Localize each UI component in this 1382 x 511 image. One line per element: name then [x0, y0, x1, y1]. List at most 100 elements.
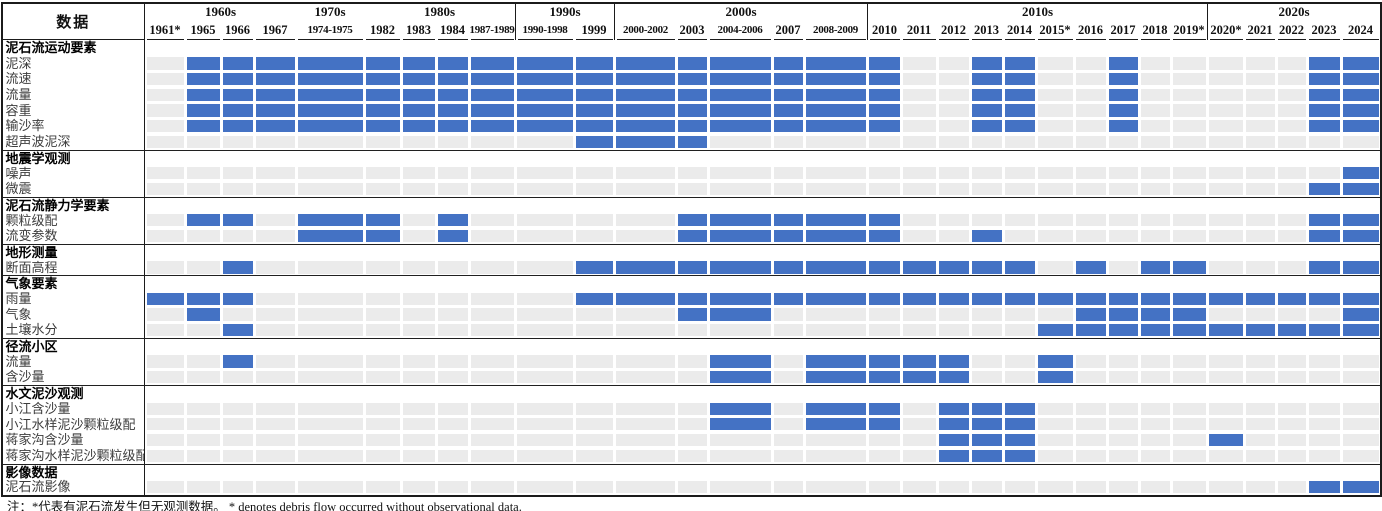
matrix-cell [1276, 166, 1307, 182]
row-cells [145, 228, 1380, 244]
cell-filled [677, 57, 707, 70]
year-label: 2010 [869, 20, 900, 40]
cell-empty [146, 480, 184, 494]
cell-empty [1308, 433, 1340, 447]
cell-empty [186, 449, 220, 462]
matrix-cell [901, 307, 937, 323]
matrix-cell [1341, 401, 1380, 417]
cell-empty [402, 480, 435, 494]
matrix-cell [970, 103, 1003, 119]
matrix-cell [1276, 479, 1307, 495]
cell-empty [1075, 214, 1106, 227]
cell-filled [186, 88, 220, 101]
cell-filled [1004, 88, 1035, 101]
matrix-cell [574, 87, 614, 103]
cell-empty [902, 402, 936, 415]
cell-empty [615, 480, 675, 494]
year-label: 1965 [186, 20, 220, 40]
matrix-cell [867, 118, 901, 134]
matrix-cell [1341, 260, 1380, 276]
matrix-cell [1244, 307, 1276, 323]
cell-filled [615, 135, 675, 148]
year-header-2011: 2011 [901, 20, 937, 40]
matrix-cell [708, 134, 772, 150]
cell-empty [437, 135, 468, 148]
section-header-spacer [145, 386, 1380, 401]
matrix-cell [364, 56, 401, 72]
matrix-cell [708, 417, 772, 433]
cell-empty [255, 292, 295, 305]
matrix-cell [1036, 118, 1074, 134]
matrix-cell [1074, 103, 1107, 119]
matrix-cell [937, 432, 970, 448]
cell-empty [222, 229, 253, 243]
cell-filled [938, 418, 969, 431]
cell-filled [437, 73, 468, 86]
matrix-cell [254, 87, 296, 103]
matrix-cell [1341, 56, 1380, 72]
matrix-cell [515, 181, 574, 197]
cell-filled [222, 88, 253, 101]
row-cells [145, 87, 1380, 103]
matrix-cell [1003, 56, 1036, 72]
year-label: 2012 [938, 20, 969, 40]
matrix-cell [185, 166, 221, 182]
cell-empty [1172, 371, 1206, 384]
cell-empty [1245, 449, 1275, 462]
matrix-cell [185, 448, 221, 464]
cell-empty [516, 308, 573, 321]
cell-empty [1108, 229, 1138, 243]
cell-empty [1108, 167, 1138, 180]
cell-filled [186, 292, 220, 305]
row-label: 小江水样泥沙颗粒级配 [3, 416, 145, 433]
cell-empty [1037, 135, 1073, 148]
matrix-cell [574, 56, 614, 72]
matrix-cell [676, 228, 708, 244]
matrix-cell [515, 118, 574, 134]
matrix-cell [436, 432, 469, 448]
matrix-cell [1341, 166, 1380, 182]
cell-empty [1308, 308, 1340, 321]
matrix-cell [1074, 134, 1107, 150]
cell-empty [1140, 480, 1170, 494]
cell-empty [902, 480, 936, 494]
matrix-cell [574, 448, 614, 464]
matrix-cell [937, 291, 970, 307]
matrix-cell [1171, 291, 1207, 307]
cell-empty [222, 371, 253, 384]
cell-empty [677, 324, 707, 337]
cell-filled [868, 104, 900, 117]
matrix-cell [1244, 479, 1276, 495]
matrix-cell [1139, 134, 1171, 150]
matrix-cell [1003, 401, 1036, 417]
cell-empty [470, 182, 514, 196]
cell-empty [402, 182, 435, 196]
matrix-cell [574, 354, 614, 370]
cell-filled [868, 214, 900, 227]
matrix-cell [804, 369, 867, 385]
cell-empty [470, 167, 514, 180]
matrix-cell [364, 417, 401, 433]
cell-filled [709, 418, 771, 431]
matrix-cell [1036, 448, 1074, 464]
matrix-cell [145, 260, 185, 276]
matrix-cell [469, 87, 515, 103]
cell-filled [938, 433, 969, 447]
matrix-cell [401, 401, 436, 417]
cell-empty [1075, 167, 1106, 180]
cell-filled [1172, 324, 1206, 337]
cell-filled [437, 120, 468, 133]
row-label: 气象 [3, 306, 145, 323]
matrix-cell [1139, 354, 1171, 370]
cell-filled [365, 88, 400, 101]
matrix-cell [364, 134, 401, 150]
cell-empty [1208, 355, 1243, 368]
cell-empty [1004, 308, 1035, 321]
cell-filled [868, 88, 900, 101]
cell-empty [1140, 433, 1170, 447]
matrix-cell [867, 103, 901, 119]
cell-empty [1208, 88, 1243, 101]
matrix-cell [867, 369, 901, 385]
cell-empty [1004, 229, 1035, 243]
matrix-cell [221, 56, 254, 72]
